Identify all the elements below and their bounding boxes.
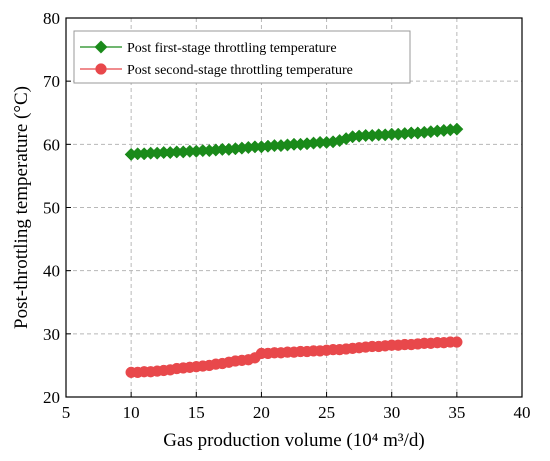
series-2 bbox=[125, 336, 463, 379]
series-layer bbox=[124, 122, 464, 379]
legend: Post first-stage throttling temperature P… bbox=[73, 30, 411, 84]
y-tick-label: 80 bbox=[43, 9, 60, 28]
y-tick-label: 20 bbox=[43, 388, 60, 407]
legend-entry: Post second-stage throttling temperature bbox=[80, 63, 353, 78]
legend-entry: Post first-stage throttling temperature bbox=[80, 40, 337, 56]
y-tick-label: 50 bbox=[43, 199, 60, 218]
series-1 bbox=[124, 122, 464, 161]
y-tick-label: 60 bbox=[43, 135, 60, 154]
y-tick-label: 30 bbox=[43, 325, 60, 344]
y-axis-title: Post-throttling temperature (°C) bbox=[11, 86, 32, 329]
x-tick-label: 40 bbox=[514, 403, 531, 422]
legend-label: Post second-stage throttling temperature bbox=[127, 63, 353, 78]
y-tick-label: 40 bbox=[43, 262, 60, 281]
legend-marker bbox=[95, 63, 107, 75]
x-axis-title: Gas production volume (10⁴ m³/d) bbox=[163, 430, 424, 451]
legend-marker bbox=[94, 40, 108, 54]
x-tick-label: 25 bbox=[318, 403, 335, 422]
x-tick-label: 35 bbox=[448, 403, 465, 422]
legend-label: Post first-stage throttling temperature bbox=[127, 41, 337, 56]
data-point bbox=[450, 122, 464, 136]
legend-box bbox=[73, 30, 411, 84]
x-tick-label: 5 bbox=[62, 403, 71, 422]
x-tick-label: 10 bbox=[123, 403, 140, 422]
x-tick-label: 30 bbox=[383, 403, 400, 422]
x-tick-label: 15 bbox=[188, 403, 205, 422]
x-tick-label: 20 bbox=[253, 403, 270, 422]
y-tick-label: 70 bbox=[43, 72, 60, 91]
data-point bbox=[451, 336, 463, 348]
axis-ticks: 5 10 15 20 25 30 35 40 20 30 40 50 60 70 80 bbox=[43, 9, 531, 422]
